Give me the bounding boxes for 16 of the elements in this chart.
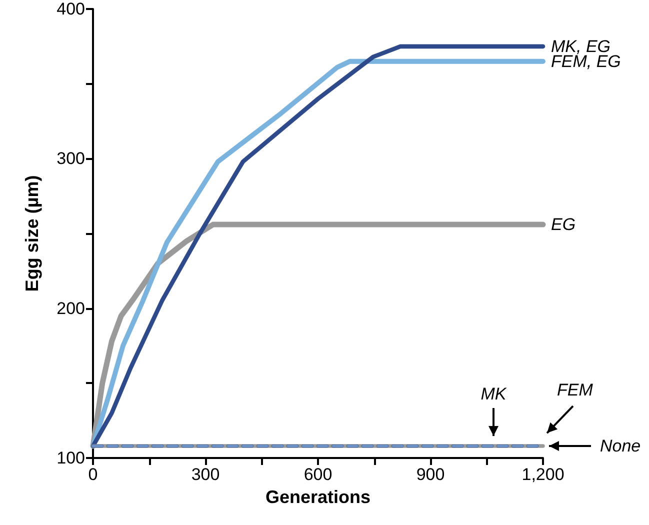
y-tick-label: 200	[56, 298, 85, 318]
x-tick-label: 900	[416, 465, 445, 484]
y-axis-title: Egg size (µm)	[22, 175, 42, 292]
y-tick-label: 100	[56, 448, 85, 468]
y-tick-label: 300	[56, 149, 85, 168]
text: None	[600, 436, 641, 456]
series-label: MK, EG	[551, 36, 611, 56]
text: MK	[480, 384, 507, 404]
x-tick-label: 600	[304, 465, 332, 484]
x-tick-label: 1,200	[522, 465, 564, 484]
series-label: EG	[551, 215, 576, 234]
y-tick-label: 400	[56, 0, 85, 18]
x-tick-label: 0	[88, 465, 98, 484]
x-axis-title: Generations	[265, 487, 371, 507]
text: FEM	[557, 380, 594, 400]
x-tick-label: 300	[191, 465, 220, 484]
